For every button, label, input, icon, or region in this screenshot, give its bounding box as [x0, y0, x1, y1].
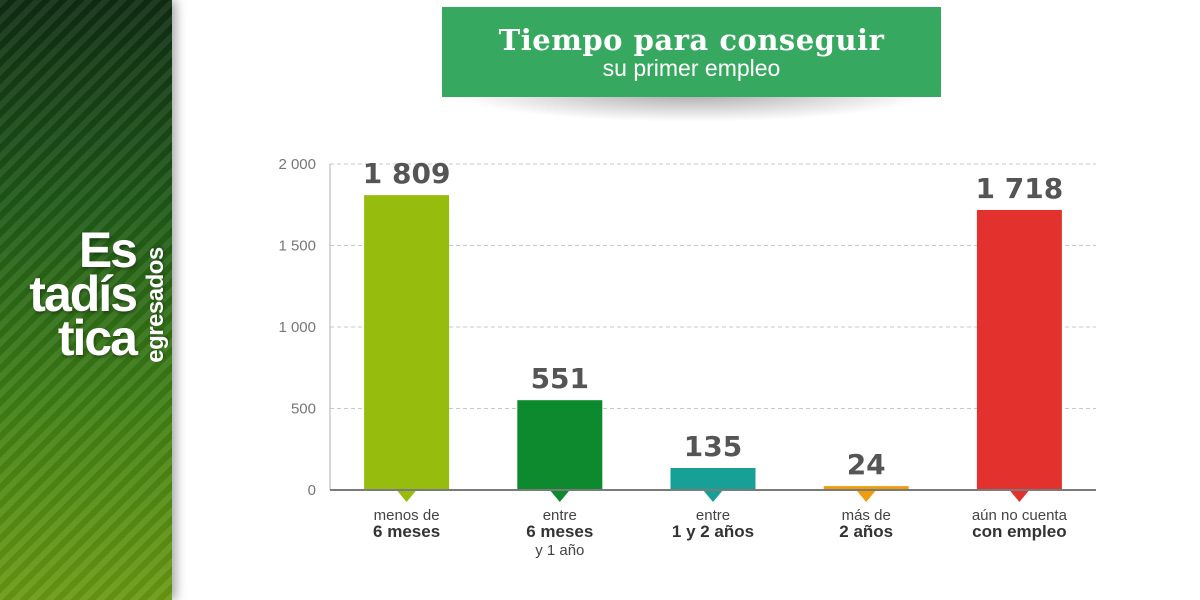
x-category-label: entre [696, 507, 730, 524]
y-tick-label: 500 [291, 401, 316, 418]
y-tick-label: 0 [308, 482, 316, 499]
data-label: 24 [847, 448, 886, 481]
x-category-label: menos de [374, 507, 440, 524]
data-label: 551 [531, 362, 589, 395]
data-label: 1 718 [976, 172, 1064, 205]
sidebar: Es tadís tica egresados [0, 0, 172, 600]
x-category-label: y 1 año [535, 542, 584, 559]
x-category-label: más de [842, 507, 891, 524]
x-category-label: 6 meses [373, 522, 440, 541]
x-category-label: aún no cuenta [972, 507, 1068, 524]
x-category-label: entre [543, 507, 577, 524]
y-tick-label: 1 500 [278, 238, 316, 255]
logo-line: tica [57, 310, 138, 366]
bar [976, 209, 1062, 490]
bar [364, 195, 450, 490]
chart-title: Tiempo para conseguir [498, 23, 885, 57]
bar-pointer [856, 490, 877, 502]
x-category-label: con empleo [972, 522, 1066, 541]
logo-line: Es [78, 222, 138, 278]
bar-pointer [549, 490, 570, 502]
y-tick-label: 1 000 [278, 319, 316, 336]
x-category-label: 2 años [839, 522, 893, 541]
data-label: 135 [684, 430, 742, 463]
data-label: 1 809 [363, 157, 451, 190]
logo-line: tadís [29, 266, 138, 322]
bar [670, 467, 756, 490]
bar-pointer [703, 490, 723, 502]
logo-wordmark: Es tadís tica [29, 222, 138, 366]
bar [823, 486, 909, 490]
banner-shadow [448, 92, 934, 122]
x-category-label: 6 meses [526, 522, 593, 541]
bar [517, 400, 603, 490]
bar-pointer [396, 490, 417, 502]
title-banner: Tiempo para conseguir su primer empleo [442, 7, 941, 97]
x-category-label: 1 y 2 años [672, 522, 754, 541]
bar-pointer [1009, 490, 1030, 502]
chart-subtitle: su primer empleo [602, 55, 781, 81]
y-tick-label: 2 000 [278, 156, 316, 173]
